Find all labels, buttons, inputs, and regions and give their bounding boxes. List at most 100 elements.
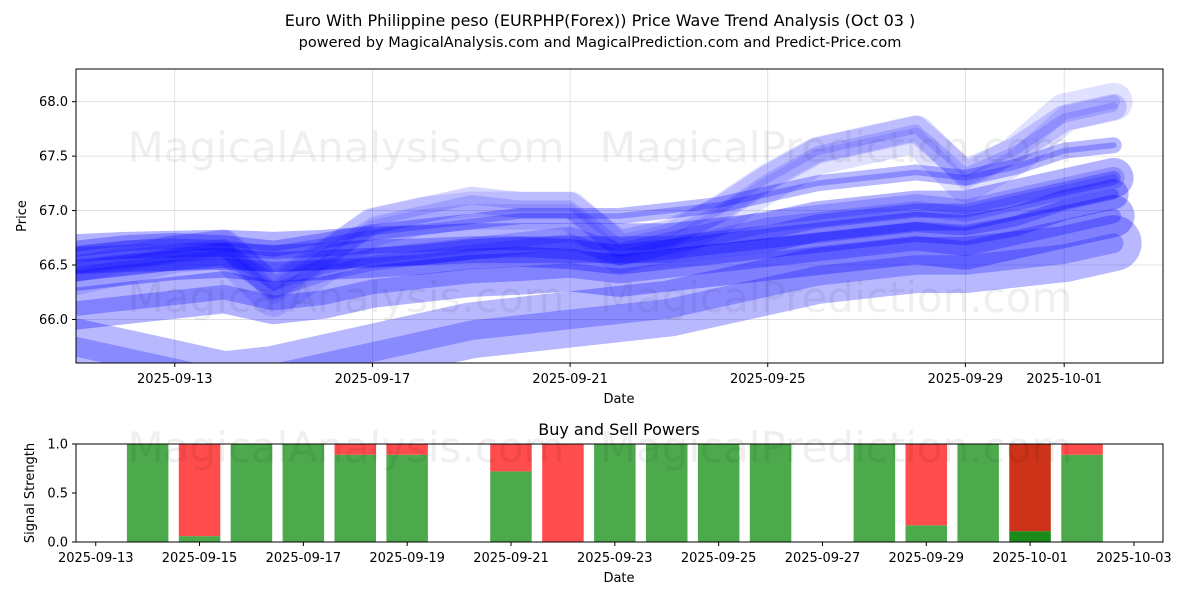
bar-group (126, 444, 169, 542)
sell-bar (334, 444, 376, 455)
buy-sell-y-ticks: 0.0 0.5 1.0 (47, 438, 76, 551)
watermark-text: MagicalAnalysis.com (128, 273, 565, 322)
bar-group (282, 444, 325, 542)
watermark-text: MagicalPrediction.com (600, 273, 1073, 322)
price-x-tick-label: 2025-10-01 (1026, 372, 1102, 387)
price-wave-chart: MagicalAnalysis.com MagicalPrediction.com… (15, 68, 1164, 407)
wave-band-core-7 (76, 208, 1121, 316)
wave-band-core-6 (76, 188, 1119, 282)
buy-bar (178, 536, 221, 542)
wave-band-core-4 (76, 170, 1121, 262)
price-y-tick-label: 67.0 (39, 204, 68, 219)
chart-subtitle: powered by MagicalAnalysis.com and Magic… (299, 35, 902, 51)
bar-group (749, 444, 792, 542)
buy-sell-y-tick-label: 0.5 (47, 487, 68, 502)
buy-bar (490, 471, 532, 542)
buy-bar (386, 454, 428, 542)
price-grid (76, 69, 1163, 363)
buy-sell-y-tick-label: 0.0 (47, 536, 68, 551)
bar-group (646, 444, 688, 542)
price-y-label: Price (15, 200, 30, 232)
price-x-tick-label: 2025-09-29 (928, 372, 1004, 387)
buy-sell-x-tick-label: 2025-10-03 (1096, 551, 1172, 566)
buy-sell-x-tick-label: 2025-09-19 (369, 551, 445, 566)
price-x-ticks: 2025-09-13 2025-09-17 2025-09-21 2025-09-25… (137, 363, 1102, 387)
buy-sell-x-tick-label: 2025-09-27 (785, 551, 861, 566)
price-y-tick-label: 68.0 (39, 95, 68, 110)
watermark-text: MagicalAnalysis.com (128, 423, 565, 472)
buy-bar (749, 444, 792, 542)
buy-sell-bars (126, 444, 1103, 542)
bar-group (334, 444, 376, 542)
buy-bar (1009, 531, 1051, 542)
wave-band-2 (76, 82, 1133, 317)
bar-group (1061, 444, 1103, 542)
buy-bar (905, 525, 947, 542)
buy-bar (230, 444, 273, 542)
watermark-text: MagicalPrediction.com (600, 423, 1073, 472)
price-x-tick-label: 2025-09-25 (730, 372, 806, 387)
buy-bar (1061, 454, 1103, 542)
watermark-text: MagicalAnalysis.com (128, 123, 565, 172)
buy-bar (126, 444, 169, 542)
buy-sell-x-tick-label: 2025-09-15 (162, 551, 238, 566)
price-y-ticks: 66.0 66.5 67.0 67.5 68.0 (39, 95, 76, 328)
wave-band-6 (76, 179, 1129, 291)
buy-sell-x-tick-label: 2025-09-21 (473, 551, 549, 566)
buy-bar (697, 444, 740, 542)
wave-band-core-2 (76, 95, 1121, 305)
wave-band-7 (76, 195, 1135, 330)
buy-bar (282, 444, 325, 542)
buy-sell-x-tick-label: 2025-09-25 (681, 551, 757, 566)
wave-band-core-3 (76, 142, 1117, 252)
sell-bar (1061, 444, 1103, 455)
buy-sell-title: Buy and Sell Powers (538, 420, 700, 439)
sell-bar (178, 444, 221, 537)
bar-group (957, 444, 999, 542)
bar-group (1009, 444, 1051, 542)
wave-band-core-5 (76, 174, 1118, 291)
wave-band-8 (76, 215, 1142, 363)
bar-group (230, 444, 273, 542)
buy-bar (646, 444, 688, 542)
buy-sell-x-tick-label: 2025-09-13 (58, 551, 134, 566)
buy-sell-y-tick-label: 1.0 (47, 438, 68, 453)
sell-bar (1009, 444, 1051, 532)
price-axes-frame (75, 68, 1164, 364)
buy-sell-x-tick-label: 2025-09-17 (266, 551, 342, 566)
sell-bar (905, 444, 947, 526)
buy-bar (853, 444, 896, 542)
buy-sell-x-ticks: 2025-09-13 2025-09-15 2025-09-17 2025-09-19… (58, 542, 1172, 566)
bar-group (386, 444, 428, 542)
wave-band-4 (76, 157, 1134, 275)
buy-sell-watermarks: MagicalAnalysis.com MagicalPrediction.com (128, 423, 1073, 472)
wave-bands (76, 82, 1142, 363)
buy-sell-x-tick-label: 2025-10-01 (992, 551, 1068, 566)
buy-sell-x-tick-label: 2025-09-23 (577, 551, 653, 566)
bar-group (853, 444, 896, 542)
buy-bar (957, 444, 999, 542)
watermark-text: MagicalPrediction.com (600, 123, 1073, 172)
price-x-tick-label: 2025-09-17 (335, 372, 411, 387)
price-x-label: Date (603, 392, 634, 407)
buy-bar (334, 454, 376, 542)
price-x-tick-label: 2025-09-21 (532, 372, 608, 387)
bar-group (542, 444, 584, 542)
buy-sell-x-tick-label: 2025-09-29 (889, 551, 965, 566)
bar-group (178, 444, 221, 542)
price-y-tick-label: 67.5 (39, 150, 68, 165)
price-x-tick-label: 2025-09-13 (137, 372, 213, 387)
bar-group (594, 444, 636, 542)
wave-band-core-8 (76, 233, 1124, 363)
bar-group (905, 444, 947, 542)
chart-title: Euro With Philippine peso (EURPHP(Forex)… (285, 11, 916, 30)
buy-sell-chart: Buy and Sell Powers MagicalAnalysis.com M… (23, 420, 1172, 586)
price-y-tick-label: 66.0 (39, 313, 68, 328)
wave-band-core-1 (76, 102, 1119, 292)
sell-bar (542, 444, 584, 542)
buy-bar (594, 444, 636, 542)
buy-sell-x-label: Date (603, 571, 634, 586)
sell-bar (490, 444, 532, 472)
wave-band-5 (76, 166, 1125, 298)
